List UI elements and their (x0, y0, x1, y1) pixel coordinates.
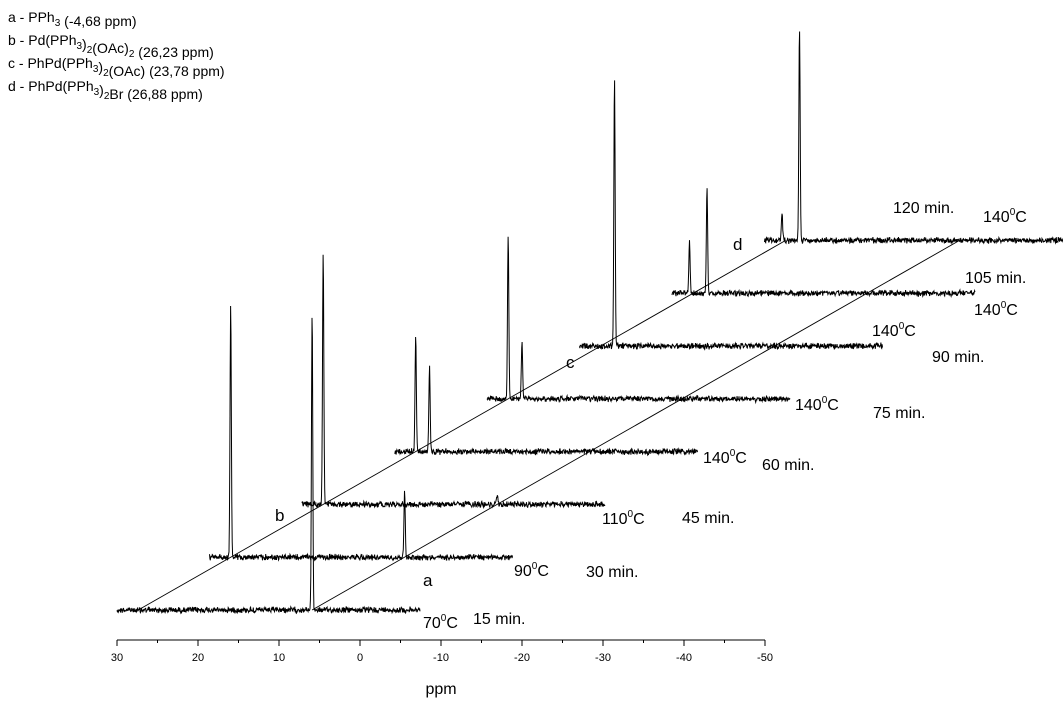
trace-temperature-label: 1400C (872, 321, 916, 340)
trace-time-label: 90 min. (932, 349, 984, 366)
guide-line-a (312, 240, 960, 610)
spectrum-trace-1 (117, 318, 420, 614)
trace-time-label: 120 min. (893, 200, 954, 217)
trace-time-label: 75 min. (873, 405, 925, 422)
trace-time-label: 15 min. (473, 611, 525, 628)
x-tick-label: -10 (433, 652, 449, 664)
spectrum-trace-2 (210, 306, 513, 561)
spectrum-trace-5 (487, 237, 790, 403)
trace-temperature-label: 1400C (983, 207, 1027, 226)
trace-time-label: 105 min. (965, 270, 1026, 287)
trace-temperature-label: 1400C (795, 395, 839, 414)
trace-time-label: 30 min. (586, 564, 638, 581)
trace-temperature-label: 1400C (703, 448, 747, 467)
x-tick-label: -50 (757, 652, 773, 664)
legend-entry-d: d - PhPd(PPh3)2Br (26,88 ppm) (8, 78, 203, 102)
trace-temperature-label: 1100C (602, 509, 645, 528)
trace-temperature-label: 1400C (974, 300, 1018, 319)
trace-time-label: 60 min. (762, 457, 814, 474)
spectrum-trace-4 (395, 337, 698, 455)
x-tick-label: -40 (676, 652, 692, 664)
peak-letter-c: c (566, 353, 575, 372)
spectrum-trace-6 (580, 80, 883, 349)
x-tick-label: 20 (192, 652, 204, 664)
trace-time-label: 45 min. (682, 510, 734, 527)
spectra-traces (117, 32, 1063, 614)
x-tick-label: 30 (111, 652, 123, 664)
x-tick-label: 0 (357, 652, 363, 664)
trace-temperature-label: 700C (423, 613, 458, 632)
trace-temperature-label: 900C (514, 561, 549, 580)
legend-entry-a: a - PPh3 (-4,68 ppm) (8, 9, 137, 29)
x-tick-label: -30 (595, 652, 611, 664)
peak-letter-a: a (423, 571, 433, 590)
guide-line-b (138, 240, 786, 610)
legend: a - PPh3 (-4,68 ppm)b - Pd(PPh3)2(OAc)2 … (8, 9, 225, 102)
spectrum-trace-3 (302, 255, 605, 508)
peak-letter-d: d (733, 235, 742, 254)
x-tick-label: -20 (514, 652, 530, 664)
x-tick-label: 10 (273, 652, 285, 664)
peak-letter-b: b (275, 506, 284, 525)
x-axis-title: ppm (425, 681, 456, 698)
x-axis: 30 20 10 0 -10 -20 -30 -40 -50 (111, 640, 773, 664)
